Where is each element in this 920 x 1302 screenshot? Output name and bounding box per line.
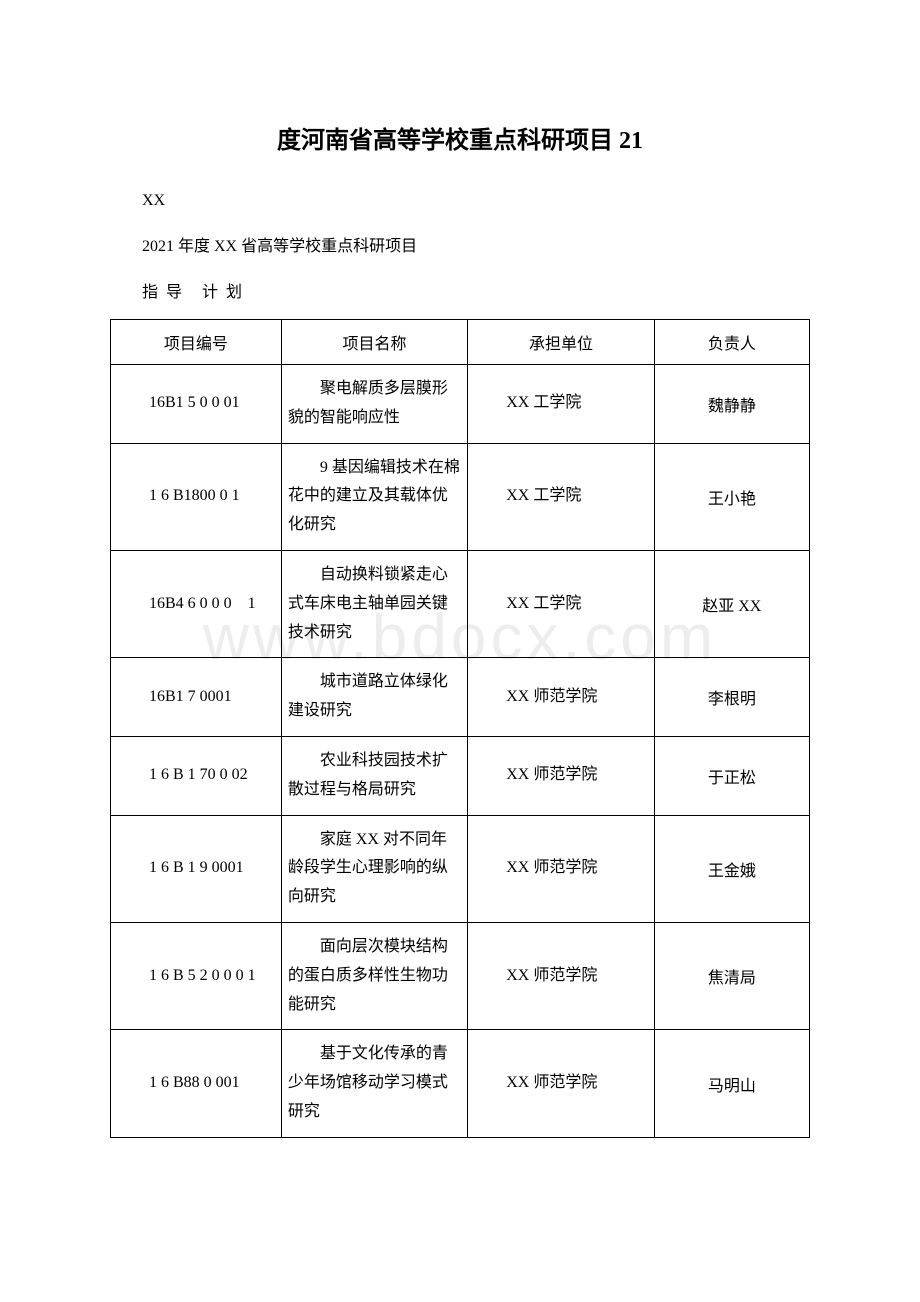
table-row: 1 6 B1800 0 1 9 基因编辑技术在棉花中的建立及其载体优化研究 XX… [111,443,810,550]
preamble-line-3: 指 导 计 划 [110,277,810,309]
projects-table: 项目编号 项目名称 承担单位 负责人 16B1 5 0 0 01 聚电解质多层膜… [110,319,810,1138]
cell-leader: 王金娥 [654,815,809,922]
cell-leader: 李根明 [654,658,809,737]
col-header-unit: 承担单位 [468,320,654,365]
cell-unit: XX 工学院 [468,550,654,657]
cell-leader: 赵亚 XX [654,550,809,657]
cell-name: 面向层次模块结构的蛋白质多样性生物功能研究 [281,922,467,1029]
cell-name: 9 基因编辑技术在棉花中的建立及其载体优化研究 [281,443,467,550]
table-row: 1 6 B 1 9 0001 家庭 XX 对不同年龄段学生心理影响的纵向研究 X… [111,815,810,922]
cell-name: 城市道路立体绿化建设研究 [281,658,467,737]
page-title: 度河南省高等学校重点科研项目 21 [110,120,810,155]
cell-leader: 于正松 [654,736,809,815]
cell-code: 1 6 B1800 0 1 [111,443,282,550]
cell-name: 家庭 XX 对不同年龄段学生心理影响的纵向研究 [281,815,467,922]
preamble-line-1: XX [110,185,810,217]
cell-unit: XX 师范学院 [468,815,654,922]
cell-code: 1 6 B 1 70 0 02 [111,736,282,815]
cell-name: 农业科技园技术扩散过程与格局研究 [281,736,467,815]
cell-code: 1 6 B 5 2 0 0 0 1 [111,922,282,1029]
cell-unit: XX 工学院 [468,443,654,550]
cell-code: 1 6 B88 0 001 [111,1030,282,1137]
cell-code: 16B4 6 0 0 0 1 [111,550,282,657]
cell-code: 16B1 5 0 0 01 [111,365,282,444]
table-row: 16B4 6 0 0 0 1 自动换料锁紧走心式车床电主轴单园关键技术研究 XX… [111,550,810,657]
cell-code: 16B1 7 0001 [111,658,282,737]
col-header-leader: 负责人 [654,320,809,365]
cell-leader: 焦清局 [654,922,809,1029]
table-row: 16B1 7 0001 城市道路立体绿化建设研究 XX 师范学院 李根明 [111,658,810,737]
table-row: 1 6 B 5 2 0 0 0 1 面向层次模块结构的蛋白质多样性生物功能研究 … [111,922,810,1029]
cell-unit: XX 师范学院 [468,736,654,815]
table-row: 1 6 B 1 70 0 02 农业科技园技术扩散过程与格局研究 XX 师范学院… [111,736,810,815]
document-content: 度河南省高等学校重点科研项目 21 XX 2021 年度 XX 省高等学校重点科… [110,120,810,1138]
col-header-code: 项目编号 [111,320,282,365]
cell-leader: 马明山 [654,1030,809,1137]
cell-name: 自动换料锁紧走心式车床电主轴单园关键技术研究 [281,550,467,657]
cell-code: 1 6 B 1 9 0001 [111,815,282,922]
cell-name: 聚电解质多层膜形貌的智能响应性 [281,365,467,444]
cell-leader: 王小艳 [654,443,809,550]
table-row: 16B1 5 0 0 01 聚电解质多层膜形貌的智能响应性 XX 工学院 魏静静 [111,365,810,444]
cell-leader: 魏静静 [654,365,809,444]
cell-unit: XX 师范学院 [468,1030,654,1137]
cell-unit: XX 师范学院 [468,658,654,737]
cell-unit: XX 师范学院 [468,922,654,1029]
cell-name: 基于文化传承的青少年场馆移动学习模式研究 [281,1030,467,1137]
preamble-line-2: 2021 年度 XX 省高等学校重点科研项目 [110,231,810,263]
col-header-name: 项目名称 [281,320,467,365]
table-row: 1 6 B88 0 001 基于文化传承的青少年场馆移动学习模式研究 XX 师范… [111,1030,810,1137]
table-header-row: 项目编号 项目名称 承担单位 负责人 [111,320,810,365]
cell-unit: XX 工学院 [468,365,654,444]
